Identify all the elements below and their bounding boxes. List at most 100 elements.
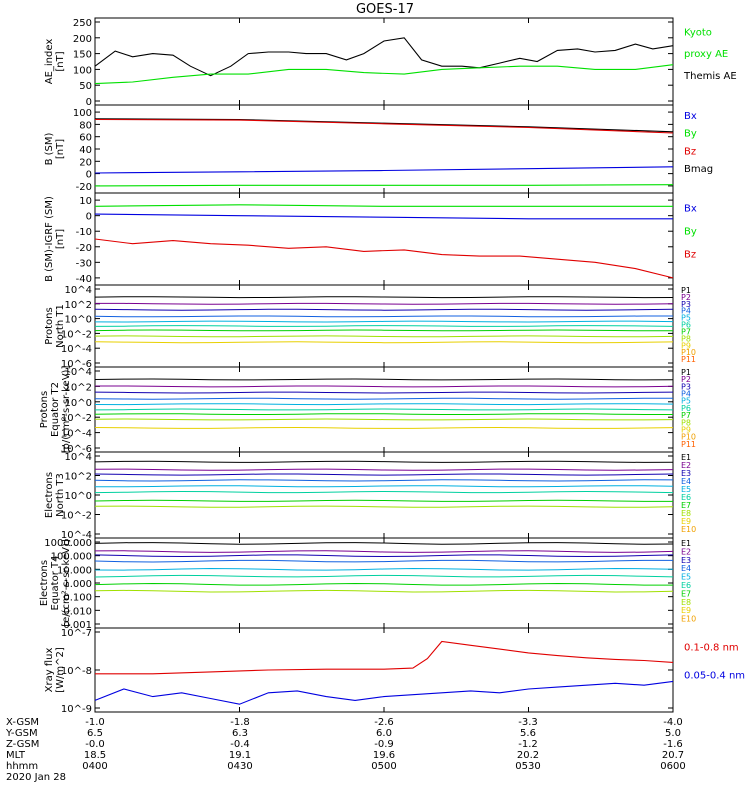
y-tick-label: 10^2 [65, 300, 92, 311]
channel-line [94, 296, 674, 299]
ephemeris-cell: 5.0 [665, 728, 681, 739]
y-tick-label: 10^-2 [61, 511, 92, 522]
channel-line [94, 329, 673, 332]
legend-item: E4 [681, 477, 691, 486]
ephemeris-cell: 20.7 [662, 750, 684, 761]
legend-item: E8 [681, 598, 691, 607]
y-axis-label: Equator T4 [50, 556, 61, 611]
y-tick-label: 20 [79, 157, 92, 168]
ephemeris-cell: 0400 [82, 761, 107, 772]
ephemeris-cell: -0.0 [85, 739, 105, 750]
y-axis-label: Equator T2 [50, 382, 61, 437]
channel-line [94, 460, 674, 463]
channel-line [94, 426, 674, 429]
y-axis-label: Electrons [39, 560, 50, 606]
series-bmag [94, 118, 674, 133]
y-axis-label: [nT] [55, 139, 66, 159]
channel-line [94, 499, 673, 502]
y-tick-label: 0 [86, 97, 92, 108]
legend-item: P7 [681, 411, 691, 420]
legend-item: P11 [681, 355, 696, 364]
legend-item: E10 [681, 525, 696, 534]
legend-item: P2 [681, 375, 691, 384]
legend-item: E6 [681, 581, 691, 590]
y-axis-label: [W/m^2] [55, 647, 66, 693]
ephemeris-row-label: hhmm [6, 761, 38, 772]
y-tick-label: 10^2 [65, 472, 92, 483]
legend-item: 0.1-0.8 nm [684, 642, 739, 653]
ephemeris-cell: 6.0 [376, 728, 392, 739]
panel-frame [94, 104, 674, 194]
channel-line [95, 302, 674, 305]
ephemeris-cell: -1.2 [518, 739, 538, 750]
channel-line [94, 468, 674, 471]
channel-line [94, 479, 674, 482]
legend-item: P5 [681, 397, 691, 406]
y-tick-label: 10^-6 [61, 444, 92, 455]
channel-line [94, 505, 674, 508]
y-tick-label: 0.001 [63, 620, 92, 631]
ephemeris-cell: 18.5 [84, 750, 106, 761]
channel-line [94, 403, 674, 406]
legend-item: Bx [684, 111, 697, 122]
legend-item: P2 [681, 293, 691, 302]
ephemeris-cell: 19.1 [229, 750, 251, 761]
series-by [94, 204, 673, 207]
y-tick-label: 10^-2 [61, 413, 92, 424]
channel-line [95, 385, 674, 388]
ephemeris-cell: 6.5 [87, 728, 103, 739]
channel-line [94, 408, 674, 411]
y-tick-label: 200 [73, 34, 92, 45]
y-tick-label: 60 [79, 133, 92, 144]
ephemeris-cell: -1.0 [85, 717, 105, 728]
y-tick-label: 10^2 [65, 382, 92, 393]
y-tick-label: 50 [79, 81, 92, 92]
legend-item: P11 [681, 440, 696, 449]
channel-line [94, 589, 674, 593]
ephemeris-cell: -1.6 [663, 739, 683, 750]
y-tick-label: 150 [73, 50, 92, 61]
channel-line [94, 550, 674, 553]
y-tick-label: 10^4 [65, 285, 92, 296]
panel-xray: 10^-9 10^-8 10^-7 Xray flux [W/m^2] 0.1-0.8 n… [44, 627, 745, 715]
panel-p_t2: 10^-6 10^-4 10^-2 10^0 10^2 10^4 Protons Equato… [39, 366, 696, 455]
channel-line [94, 341, 674, 344]
y-tick-label: -40 [76, 274, 92, 285]
y-tick-label: 40 [79, 145, 92, 156]
legend-item: 0.05-0.4 nm [684, 670, 745, 681]
y-tick-label: 10^-9 [61, 704, 92, 715]
legend-item: Bz [684, 146, 696, 157]
y-tick-label: 10^-6 [61, 359, 92, 370]
ephemeris-cell: 20.2 [517, 750, 539, 761]
panel-p_t1: 10^-6 10^-4 10^-2 10^0 10^2 10^4 Protons North … [44, 284, 696, 370]
ephemeris-cell: -3.3 [518, 717, 538, 728]
ephemeris-row-label: Y-GSM [5, 728, 38, 739]
panel-e_t4: 0.001 0.010 0.100 1.000 10.000 100.000 1000.00… [39, 537, 696, 631]
ephemeris-cell: 0600 [660, 761, 685, 772]
legend-item: P4 [681, 390, 691, 399]
ephemeris-cell: -1.8 [230, 717, 250, 728]
channel-line [94, 391, 674, 394]
legend-item: E5 [681, 573, 691, 582]
plot-title: GOES-17 [356, 2, 414, 17]
y-tick-label: 0 [86, 212, 92, 223]
y-axis-label: [p/(cm²-s-sr-keV)] [61, 366, 72, 454]
y-tick-label: 10 [79, 196, 92, 207]
panel-e_t3: 10^-4 10^-2 10^0 10^2 10^4 Electrons North T3 E… [44, 451, 696, 541]
ephemeris-cell: 0530 [515, 761, 540, 772]
legend-item: P3 [681, 382, 691, 391]
legend-item: E3 [681, 556, 691, 565]
ephemeris-cell: 19.6 [373, 750, 395, 761]
y-axis-label: North T1 [55, 304, 66, 348]
y-tick-label: 10^0 [65, 315, 92, 326]
legend-item: Bz [684, 249, 696, 260]
legend-item: P9 [681, 425, 691, 434]
legend-item: E9 [681, 606, 691, 615]
legend-item: E3 [681, 469, 691, 478]
legend-item: E8 [681, 509, 691, 518]
series-kyoto-proxy-ae [94, 64, 674, 85]
legend-item: P8 [681, 418, 691, 427]
legend-item: By [684, 129, 697, 140]
